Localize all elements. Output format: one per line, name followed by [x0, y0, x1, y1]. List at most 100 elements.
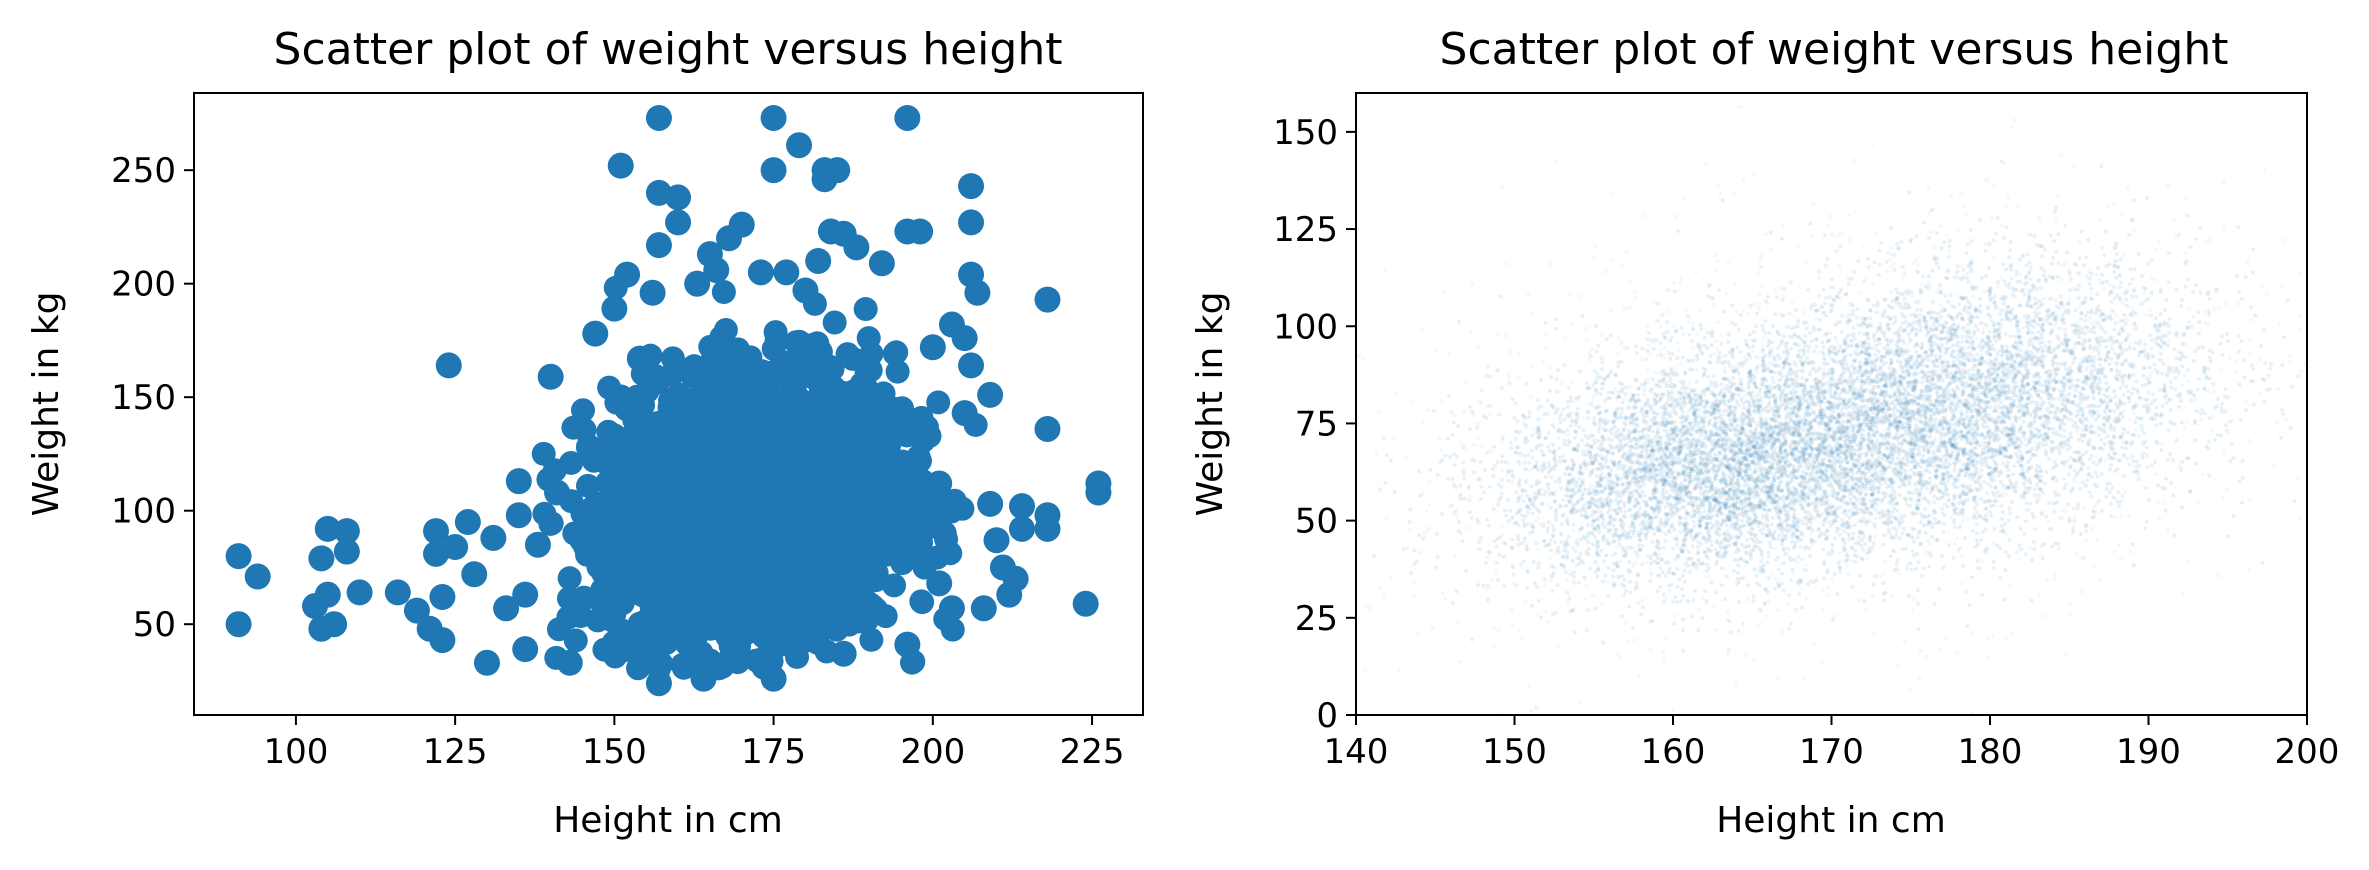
right-scatter-point [1448, 455, 1453, 459]
left-scatter-point [786, 132, 813, 159]
right-scatter-point [1746, 371, 1751, 376]
right-scatter-point [1824, 473, 1829, 478]
left-scatter-point-fill [704, 357, 729, 382]
right-scatter-point [1772, 441, 1777, 446]
right-scatter-point [1737, 465, 1742, 469]
right-scatter-point [1773, 437, 1778, 442]
left-scatter-point-fill [822, 310, 847, 335]
right-scatter-point [1523, 440, 1528, 445]
right-scatter-point [1613, 463, 1618, 468]
right-scatter-point [1712, 508, 1716, 513]
right-scatter-point [1736, 496, 1741, 501]
left-scatter-point [728, 211, 755, 238]
right-scatter-point [1577, 425, 1582, 430]
left-scatter-point-fill [570, 398, 595, 423]
right-scatter-point [1563, 570, 1568, 574]
right-scatter-point [1747, 436, 1752, 441]
right-scatter-point [1770, 370, 1775, 374]
right-scatter-point [1795, 334, 1800, 339]
right-scatter-point [1701, 366, 1706, 371]
right-scatter-point [1510, 545, 1514, 550]
right-scatter-point [1718, 526, 1723, 531]
right-scatter-point [1640, 467, 1645, 472]
right-scatter-point [1775, 470, 1780, 475]
right-scatter-point [1748, 393, 1753, 397]
right-scatter-point [1717, 401, 1722, 406]
left-scatter-point-fill [570, 501, 595, 526]
right-scatter-point [1703, 404, 1708, 409]
left-scatter-point-fill [715, 447, 740, 472]
right-scatter-point [1561, 565, 1566, 570]
right-scatter-point [1618, 437, 1622, 442]
left-scatter-point [321, 611, 348, 638]
left-scatter-point-fill [698, 475, 723, 500]
right-scatter-point [1777, 371, 1782, 376]
right-scatter-point [1766, 476, 1771, 481]
right-scatter-point [1834, 382, 1839, 387]
right-scatter-point [1857, 535, 1862, 540]
right-scatter-point [1609, 488, 1614, 493]
right-scatter-point [1535, 431, 1540, 436]
right-scatter-point [1767, 470, 1772, 475]
right-scatter-point [1618, 490, 1623, 495]
right-scatter-point [1677, 396, 1682, 401]
right-scatter-point [1790, 468, 1795, 473]
right-scatter-point [1820, 495, 1825, 500]
right-scatter-point [1914, 365, 1919, 370]
left-scatter-point [964, 279, 991, 306]
right-scatter-point [1718, 491, 1723, 496]
right-scatter-point [1667, 442, 1672, 447]
right-scatter-point [1599, 443, 1603, 448]
right-scatter-point [1800, 557, 1805, 562]
right-scatter-point [1508, 508, 1512, 513]
right-scatter-point [1538, 404, 1543, 409]
right-scatter-point [1770, 465, 1775, 470]
right-scatter-point [1895, 472, 1900, 477]
left-scatter-point [314, 515, 341, 542]
right-scatter-point [1912, 409, 1917, 414]
right-scatter-point [1698, 323, 1703, 328]
right-scatter-point [1768, 487, 1773, 492]
right-scatter-point [1519, 562, 1523, 567]
right-scatter-point [1862, 388, 1867, 393]
right-scatter-point [1919, 574, 1924, 578]
right-scatter-point [1657, 508, 1662, 513]
right-scatter-point [1562, 417, 1567, 422]
right-scatter-point [1694, 464, 1699, 469]
right-scatter-point [1852, 439, 1856, 444]
right-scatter-point [1680, 355, 1685, 360]
right-scatter-point [1669, 432, 1674, 437]
right-scatter-point [1854, 482, 1859, 487]
right-scatter-point [1671, 399, 1676, 404]
right-chart: Scatter plot of weight versus height 140… [1190, 24, 2339, 841]
right-scatter-point [1772, 505, 1777, 510]
right-scatter-point [1726, 490, 1731, 495]
right-scatter-point [1408, 507, 1413, 512]
right-scatter-point [1687, 396, 1691, 401]
right-scatter-point [1664, 454, 1669, 459]
right-scatter-point [1553, 610, 1558, 615]
right-scatter-point [1570, 608, 1575, 613]
right-scatter-point [1782, 432, 1787, 437]
right-scatter-point [1633, 513, 1637, 518]
right-scatter-point [1718, 360, 1723, 365]
right-scatter-point [1633, 460, 1638, 465]
left-scatter-point [244, 563, 271, 590]
right-scatter-point [1723, 597, 1728, 602]
right-scatter-point [1655, 427, 1660, 431]
left-scatter-point-fill [780, 565, 805, 590]
right-scatter-point [1820, 477, 1825, 481]
right-scatter-point [1838, 442, 1843, 447]
right-scatter-point [1709, 343, 1714, 348]
right-scatter-point [1862, 534, 1867, 539]
right-scatter-point [1612, 518, 1617, 522]
right-scatter-point [1841, 495, 1846, 500]
right-scatter-point [1784, 533, 1789, 538]
right-scatter-point [1818, 403, 1823, 408]
right-scatter-point [1835, 452, 1840, 457]
right-scatter-point [1843, 474, 1848, 479]
right-scatter-point [1443, 453, 1448, 458]
right-scatter-point [1774, 467, 1779, 471]
right-scatter-point [1566, 438, 1571, 443]
right-scatter-point [1721, 425, 1726, 430]
